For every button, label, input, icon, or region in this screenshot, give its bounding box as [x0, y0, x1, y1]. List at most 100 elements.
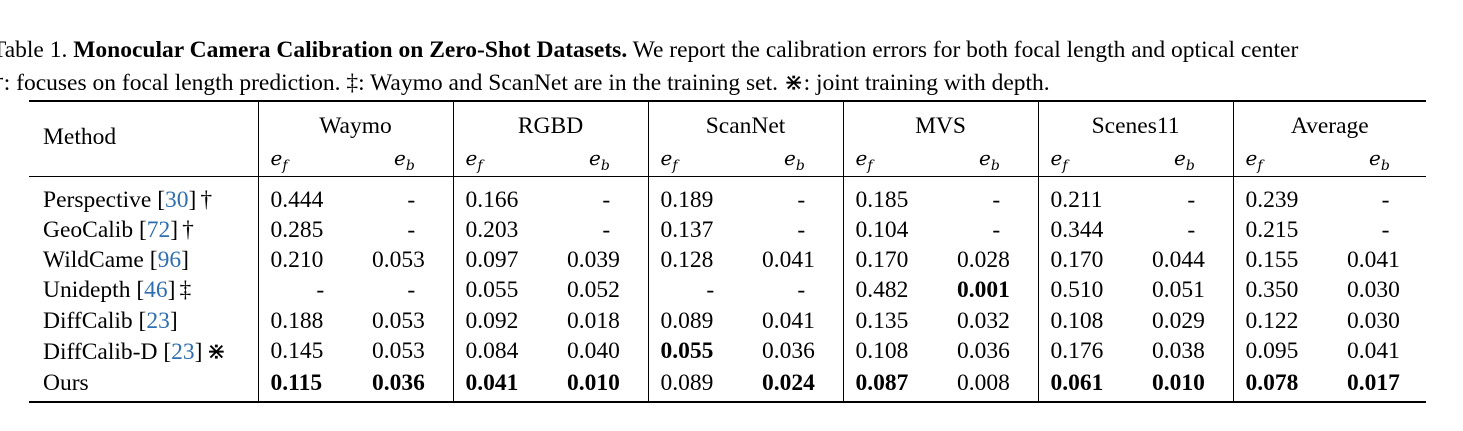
- citation-link[interactable]: 30: [165, 186, 189, 213]
- value-cell: -: [602, 216, 611, 243]
- value-cell: 0.038: [1152, 338, 1205, 365]
- value-cell: 0.210: [257, 245, 370, 276]
- value-cell: 0.344: [1037, 215, 1151, 246]
- group-header-waymo: Waymo: [257, 101, 454, 146]
- method-name: DiffCalib: [43, 307, 133, 334]
- value-cell: 0.285: [257, 215, 370, 246]
- caption-line-2: †: focuses on focal length prediction. ‡…: [0, 70, 1050, 96]
- value-cell: 0.041: [452, 366, 566, 402]
- table-row: Perspective [30] † 0.444 - 0.166 - 0.189 - 0.185…: [29, 176, 1426, 215]
- table-row: DiffCalib [23] 0.188 0.053 0.092 0.018 0.089 0…: [29, 306, 1426, 337]
- method-name-cell: WildCame [96]: [43, 247, 189, 274]
- citation-link[interactable]: 23: [146, 307, 170, 334]
- value-cell: 0.078: [1232, 366, 1346, 402]
- footnote-mark: ‡: [179, 277, 192, 304]
- value-cell: 0.030: [1347, 277, 1400, 304]
- footnote-mark: †: [182, 216, 194, 243]
- subheader-ef: ef: [1037, 146, 1151, 177]
- method-name: Ours: [43, 370, 89, 397]
- table-caption: Table 1. Monocular Camera Calibration on…: [0, 34, 1463, 100]
- value-cell: 0.137: [647, 215, 761, 246]
- value-cell: 0.055: [452, 275, 566, 307]
- value-cell: 0.028: [957, 247, 1010, 274]
- method-name: WildCame: [43, 247, 144, 274]
- value-cell: 0.041: [762, 307, 815, 334]
- value-cell: 0.108: [842, 336, 956, 367]
- value-cell: -: [992, 186, 1001, 213]
- method-name-cell: Unidepth [46] ‡: [43, 277, 192, 304]
- value-cell: 0.010: [1152, 370, 1205, 397]
- value-cell: 0.041: [1347, 247, 1400, 274]
- method-column-header: Method: [29, 101, 258, 177]
- group-header-rgbd: RGBD: [452, 101, 649, 146]
- citation-link[interactable]: 72: [146, 216, 171, 243]
- value-cell: 0.350: [1232, 275, 1346, 307]
- footnote-mark: †: [200, 186, 213, 213]
- value-cell: -: [797, 186, 806, 213]
- table-row: WildCame [96] 0.210 0.053 0.097 0.039 0.128 0.…: [29, 245, 1426, 276]
- value-cell: 0.036: [372, 370, 425, 397]
- caption-label: Table 1.: [0, 37, 68, 63]
- value-cell: -: [407, 277, 416, 304]
- value-cell: 0.444: [257, 176, 370, 215]
- method-name: Unidepth: [43, 277, 131, 304]
- value-cell: 0.122: [1232, 306, 1346, 337]
- value-cell: 0.482: [842, 275, 956, 307]
- value-cell: 0.061: [1037, 366, 1151, 402]
- value-cell: 0.104: [842, 215, 956, 246]
- value-cell: 0.084: [452, 336, 566, 367]
- group-header-scenes11: Scenes11: [1037, 101, 1234, 146]
- value-cell: -: [1381, 216, 1390, 243]
- caption-line-1: Table 1. Monocular Camera Calibration on…: [0, 34, 1463, 67]
- caption-text: We report the calibration errors for bot…: [632, 37, 1299, 63]
- value-cell: 0.032: [957, 307, 1010, 334]
- value-cell: 0.108: [1037, 306, 1151, 337]
- value-cell: 0.030: [1347, 307, 1400, 334]
- value-cell: 0.135: [842, 306, 956, 337]
- value-cell: 0.053: [372, 247, 425, 274]
- subheader-eb: eb: [1150, 146, 1234, 177]
- value-cell: 0.087: [842, 366, 956, 402]
- subheader-ef: ef: [257, 146, 370, 177]
- value-cell: 0.189: [647, 176, 761, 215]
- caption-title: Monocular Camera Calibration on Zero-Sho…: [73, 37, 628, 63]
- citation-link[interactable]: 96: [157, 247, 182, 274]
- citation-link[interactable]: 23: [171, 339, 195, 366]
- value-cell: -: [1187, 186, 1196, 213]
- value-cell: 0.041: [1347, 338, 1400, 365]
- value-cell: 0.001: [957, 277, 1010, 304]
- subheader-eb: eb: [760, 146, 844, 177]
- method-name: Perspective: [43, 186, 152, 213]
- subheader-eb: eb: [1345, 146, 1427, 177]
- value-cell: 0.053: [372, 338, 425, 365]
- value-cell: 0.044: [1152, 247, 1205, 274]
- method-name-cell: DiffCalib-D [23] ⋇: [43, 339, 227, 366]
- value-cell: -: [797, 277, 806, 304]
- method-name-cell: GeoCalib [72] †: [43, 216, 194, 243]
- value-cell: 0.128: [647, 245, 761, 276]
- value-cell: 0.185: [842, 176, 956, 215]
- value-cell: 0.018: [567, 307, 620, 334]
- method-name-cell: DiffCalib [23]: [43, 307, 178, 334]
- value-cell: 0.239: [1232, 176, 1346, 215]
- value-cell: -: [1381, 186, 1390, 213]
- value-cell: 0.215: [1232, 215, 1346, 246]
- value-cell: 0.155: [1232, 245, 1346, 276]
- citation-link[interactable]: 46: [144, 277, 168, 304]
- value-cell: 0.041: [762, 247, 815, 274]
- value-cell: 0.040: [567, 338, 620, 365]
- value-cell: 0.203: [452, 215, 566, 246]
- value-cell: 0.170: [1037, 245, 1151, 276]
- subheader-row: ef eb ef eb ef eb ef eb ef eb ef eb: [29, 146, 1427, 177]
- value-cell: 0.092: [452, 306, 566, 337]
- value-cell: -: [1187, 216, 1196, 243]
- value-cell: 0.051: [1152, 277, 1205, 304]
- value-cell: -: [647, 275, 761, 307]
- value-cell: 0.052: [567, 277, 620, 304]
- value-cell: -: [797, 216, 806, 243]
- value-cell: -: [407, 186, 416, 213]
- table-row: Unidepth [46] ‡ - -0.055 0.052- -0.482 0.001 0.…: [29, 275, 1426, 307]
- value-cell: 0.170: [842, 245, 956, 276]
- subheader-ef: ef: [647, 146, 761, 177]
- value-cell: 0.211: [1037, 176, 1151, 215]
